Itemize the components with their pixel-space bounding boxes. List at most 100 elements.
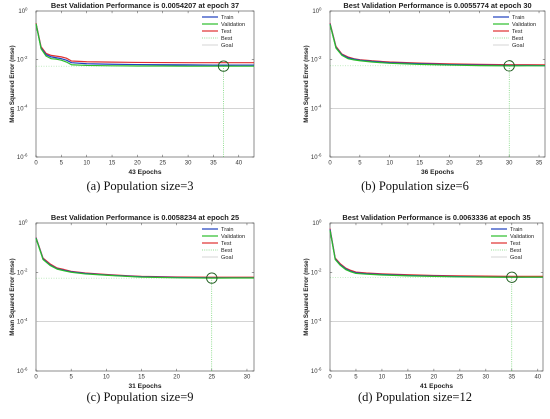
y-tick-label: 10-6 xyxy=(311,366,322,375)
legend-label: Validation xyxy=(510,234,534,240)
y-tick-exponent: -2 xyxy=(318,55,322,60)
y-tick-exponent: -6 xyxy=(24,366,28,371)
y-tick-label: 10-2 xyxy=(17,268,28,277)
y-tick-base: 10 xyxy=(311,369,318,375)
legend-label: Test xyxy=(512,29,523,35)
x-tick-label: 30 xyxy=(185,161,192,167)
x-tick-label: 15 xyxy=(138,375,145,381)
y-tick-exponent: -4 xyxy=(24,317,28,322)
x-tick-label: 35 xyxy=(536,161,543,167)
legend-label: Test xyxy=(221,29,232,35)
y-tick-base: 10 xyxy=(17,369,24,375)
legend-label: Goal xyxy=(510,255,522,261)
legend-label: Validation xyxy=(512,22,536,28)
panel-1: Best Validation Performance is 0.0054207… xyxy=(9,1,255,193)
y-tick-base: 10 xyxy=(311,270,318,276)
x-tick-label: 0 xyxy=(34,375,38,381)
x-tick-label: 5 xyxy=(358,161,362,167)
best-circle xyxy=(506,271,518,283)
y-tick-base: 10 xyxy=(17,106,24,112)
panel-3: Best Validation Performance is 0.0058234… xyxy=(9,213,255,404)
chart-title: Best Validation Performance is 0.0055774… xyxy=(343,1,531,10)
legend-label: Goal xyxy=(512,43,524,49)
x-tick-label: 25 xyxy=(159,161,166,167)
y-tick-label: 10-6 xyxy=(17,366,28,375)
x-tick-label: 10 xyxy=(103,375,110,381)
y-tick-label: 10-6 xyxy=(311,152,322,161)
y-axis-label: Mean Squared Error (mse) xyxy=(9,258,16,335)
legend-label: Best xyxy=(510,248,522,254)
y-axis-label: Mean Squared Error (mse) xyxy=(9,45,16,122)
x-tick-label: 25 xyxy=(208,375,215,381)
x-tick-label: 15 xyxy=(109,161,116,167)
y-tick-base: 10 xyxy=(17,320,24,326)
x-tick-label: 35 xyxy=(210,161,217,167)
y-tick-label: 100 xyxy=(312,218,322,227)
y-tick-exponent: -4 xyxy=(318,317,322,322)
y-tick-exponent: -4 xyxy=(24,104,28,109)
y-tick-exponent: 0 xyxy=(319,218,322,223)
x-tick-label: 5 xyxy=(69,375,73,381)
legend-label: Train xyxy=(221,227,234,233)
plot-area xyxy=(35,10,255,158)
y-tick-base: 10 xyxy=(311,58,318,64)
chart-title: Best Validation Performance is 0.0058234… xyxy=(51,213,239,222)
x-tick-label: 0 xyxy=(34,161,38,167)
panel-caption: (b) Population size=6 xyxy=(361,179,469,193)
legend-label: Goal xyxy=(221,43,233,49)
chart-title: Best Validation Performance is 0.0063336… xyxy=(342,213,530,222)
x-tick-label: 30 xyxy=(483,375,490,381)
x-tick-label: 0 xyxy=(328,161,332,167)
best-circle xyxy=(206,272,218,284)
plot-area xyxy=(35,222,255,372)
series-line-test xyxy=(329,228,543,277)
legend-label: Test xyxy=(510,241,521,247)
y-tick-label: 10-6 xyxy=(17,152,28,161)
series-line-validation xyxy=(329,230,543,278)
panel-caption: (c) Population size=9 xyxy=(86,390,193,404)
legend-label: Validation xyxy=(221,22,245,28)
y-tick-label: 10-4 xyxy=(17,317,28,326)
x-tick-label: 25 xyxy=(476,161,483,167)
x-tick-label: 20 xyxy=(173,375,180,381)
plot-area xyxy=(329,222,544,372)
y-tick-base: 10 xyxy=(311,155,318,161)
y-tick-base: 10 xyxy=(312,221,319,227)
x-tick-label: 10 xyxy=(386,161,393,167)
y-tick-exponent: -6 xyxy=(318,152,322,157)
y-axis-label: Mean Squared Error (mse) xyxy=(303,258,310,335)
y-tick-exponent: -2 xyxy=(24,55,28,60)
y-tick-exponent: -2 xyxy=(318,268,322,273)
x-tick-label: 30 xyxy=(506,161,513,167)
y-tick-label: 10-2 xyxy=(311,268,322,277)
x-tick-label: 20 xyxy=(446,161,453,167)
x-axis-label: 31 Epochs xyxy=(129,383,162,390)
panel-caption: (d) Population size=12 xyxy=(358,390,472,404)
legend-label: Validation xyxy=(221,234,245,240)
x-tick-label: 10 xyxy=(83,161,90,167)
x-tick-label: 0 xyxy=(328,375,332,381)
panel-2: Best Validation Performance is 0.0055774… xyxy=(303,1,546,193)
x-tick-label: 10 xyxy=(379,375,386,381)
y-tick-label: 10-4 xyxy=(311,317,322,326)
y-tick-exponent: -4 xyxy=(318,104,322,109)
y-tick-label: 10-2 xyxy=(311,55,322,64)
legend-label: Test xyxy=(221,241,232,247)
panel-4: Best Validation Performance is 0.0063336… xyxy=(303,213,544,404)
y-tick-exponent: 0 xyxy=(25,218,28,223)
x-tick-label: 25 xyxy=(457,375,464,381)
y-tick-base: 10 xyxy=(312,9,319,15)
legend-label: Goal xyxy=(221,255,233,261)
x-tick-label: 20 xyxy=(134,161,141,167)
x-axis-label: 36 Epochs xyxy=(421,169,454,176)
y-tick-label: 100 xyxy=(18,6,28,15)
y-tick-label: 100 xyxy=(312,6,322,15)
y-tick-base: 10 xyxy=(17,58,24,64)
y-tick-exponent: -6 xyxy=(24,152,28,157)
best-circle xyxy=(503,60,515,72)
y-axis-label: Mean Squared Error (mse) xyxy=(303,45,310,122)
series-line-train xyxy=(35,23,254,66)
x-tick-label: 15 xyxy=(416,161,423,167)
x-tick-label: 40 xyxy=(534,375,541,381)
